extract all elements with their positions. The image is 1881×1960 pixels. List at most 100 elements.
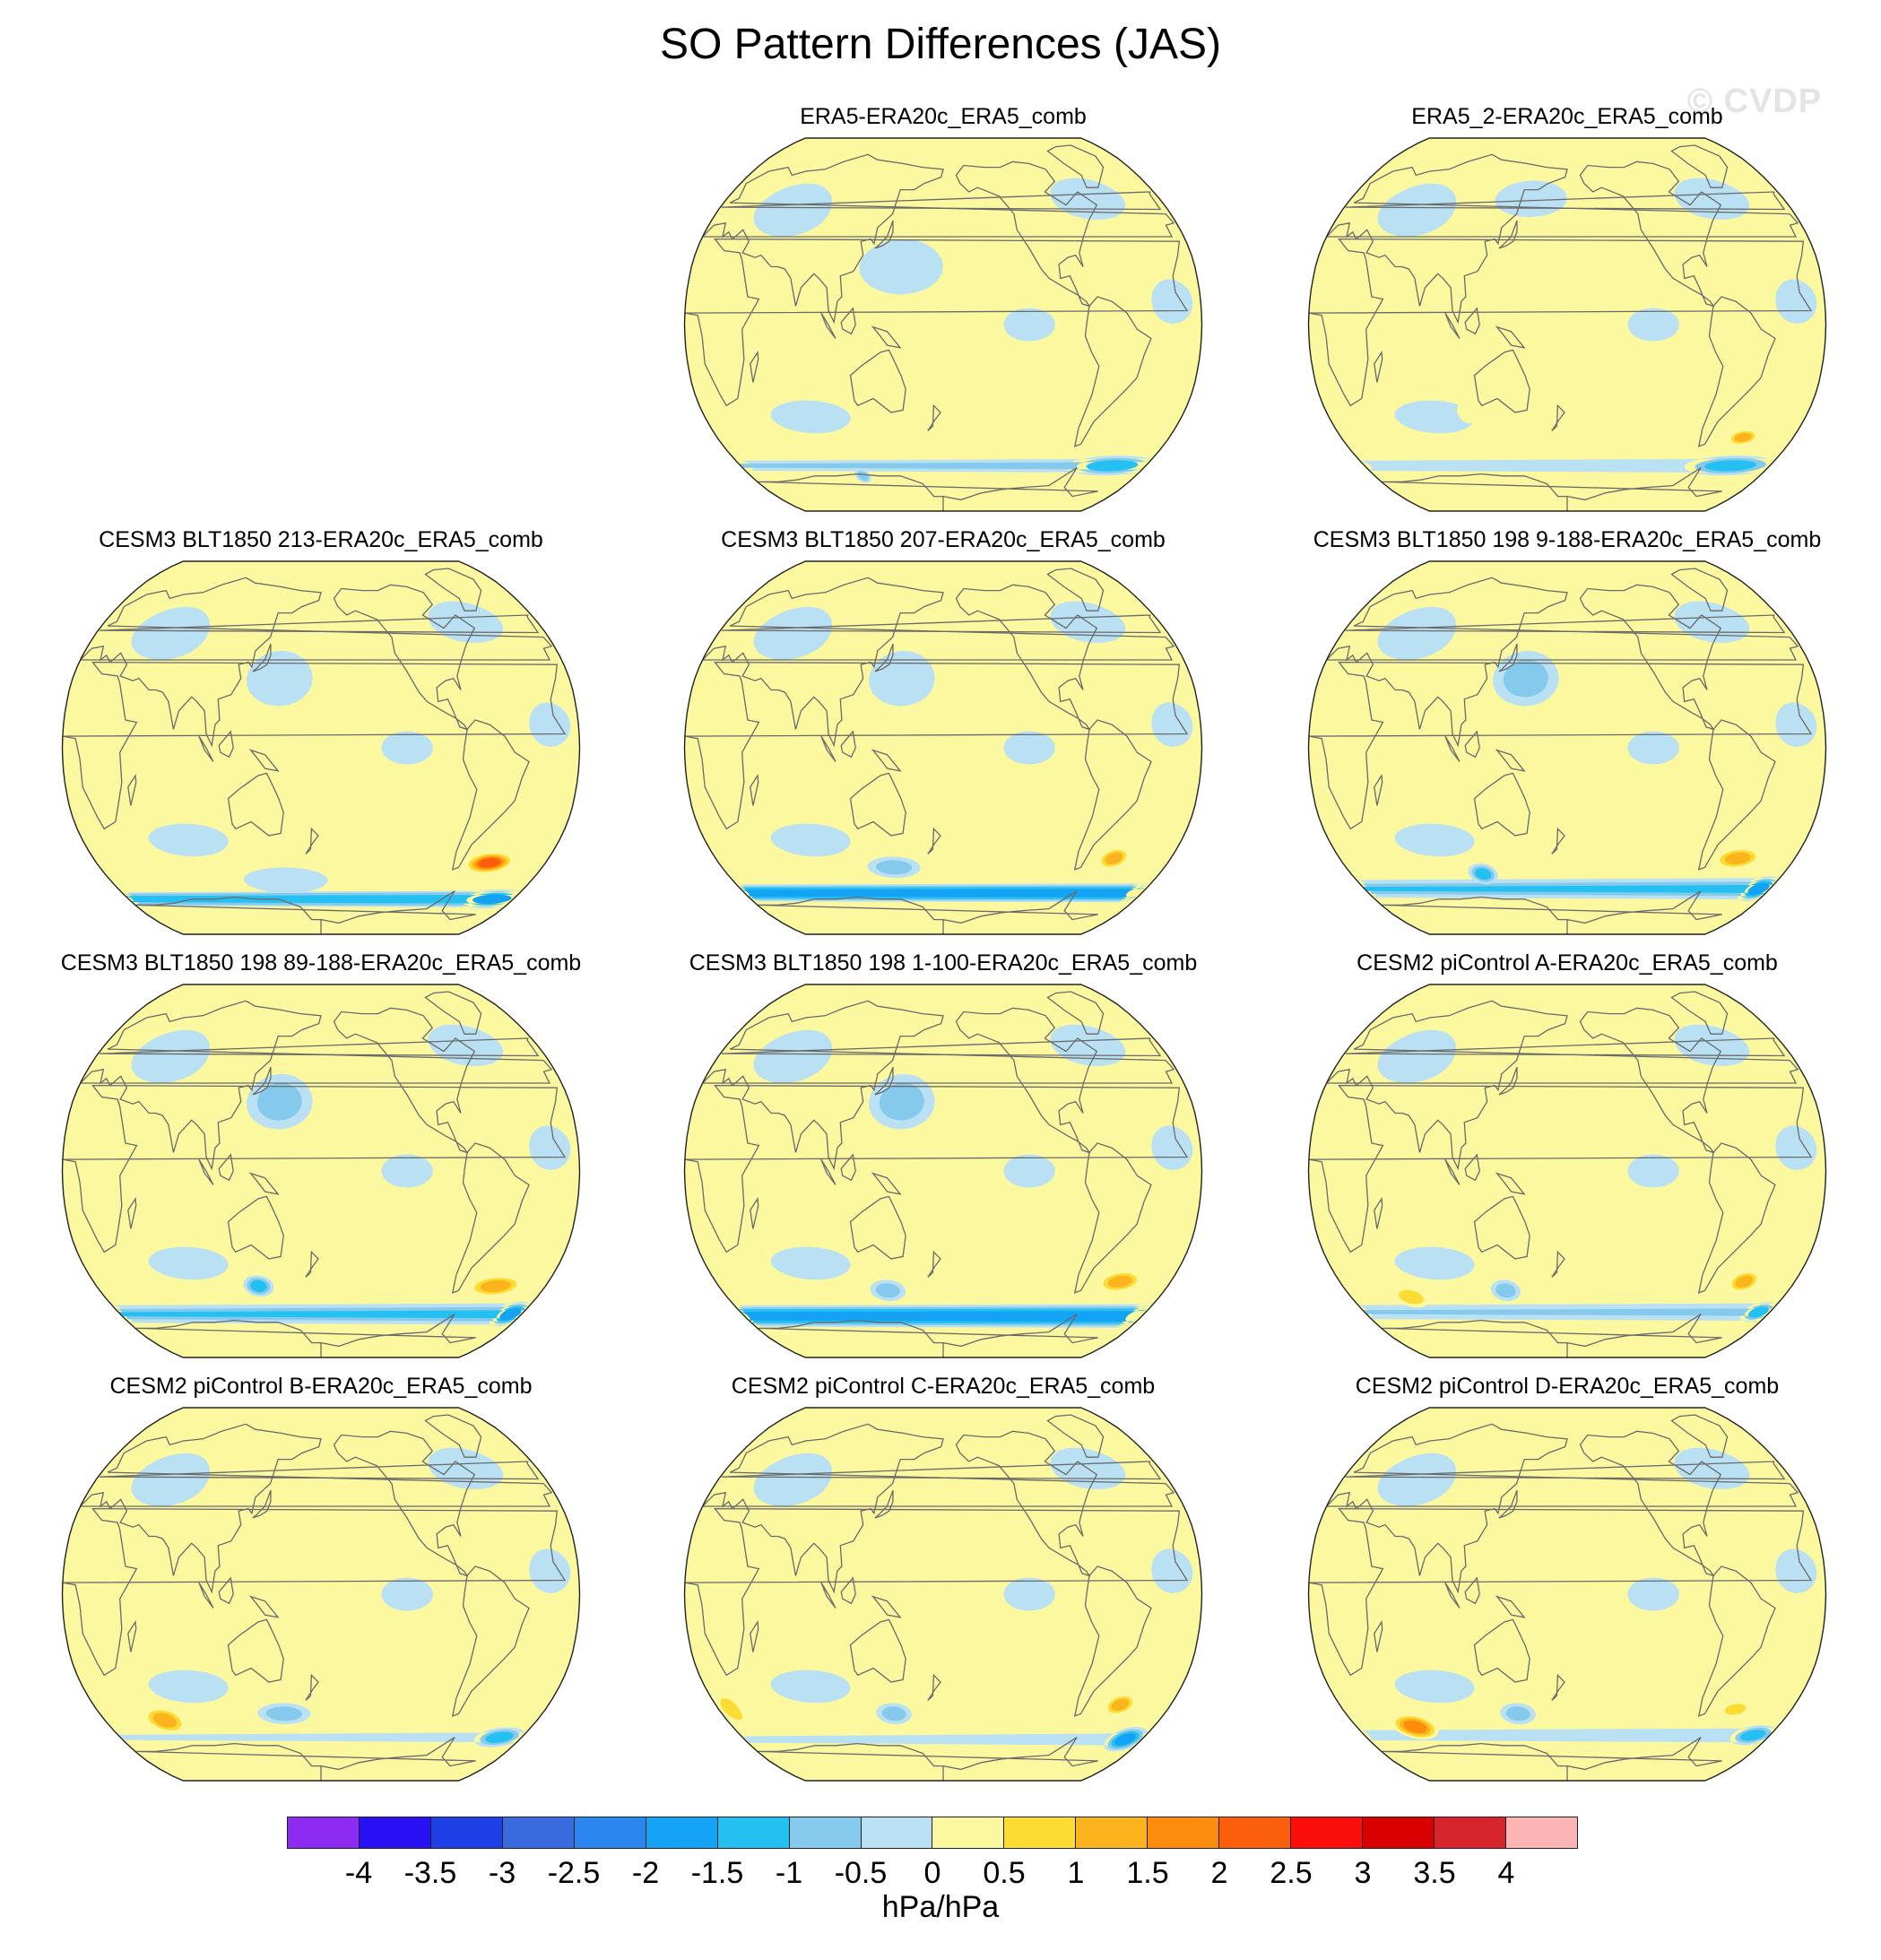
coastline [424,568,482,611]
panel-title: CESM3 BLT1850 213-ERA20c_ERA5_comb [99,527,543,552]
map-background [684,138,1202,511]
coastline [1325,1423,1799,1594]
coastline [1381,890,1722,934]
coastline [333,1007,476,1154]
coastline [1046,144,1105,188]
coastline [99,1037,540,1057]
coastline [1444,312,1461,339]
coastline [871,1595,902,1618]
contour-fill [1495,1283,1516,1298]
panel-title: ERA5-ERA20c_ERA5_comb [800,104,1087,129]
map-panel [1307,1407,1827,1782]
coastline [849,1195,906,1260]
contour-fill [868,650,935,707]
colorbar-box [1003,1817,1076,1849]
map-outline [61,984,581,1358]
coastline [1046,568,1105,611]
coastline [750,1620,759,1652]
contour-fill [753,183,833,237]
panel-title: CESM3 BLT1850 198 89-188-ERA20c_ERA5_com… [60,950,582,976]
contour-fill [1151,702,1193,747]
coastline [1551,1673,1565,1701]
coastline [198,1158,214,1185]
coastline [684,1507,1189,1677]
coastline [134,1737,476,1781]
colorbar-box [1075,1817,1148,1849]
coastline [1495,325,1526,349]
coastline [849,349,906,413]
colorbar-tick-label: 2.5 [1270,1856,1313,1890]
colorbar-tick-label: -2 [631,1856,660,1890]
map-outline [61,1407,581,1782]
coastline [840,307,856,335]
contour-fill [1475,868,1492,880]
coastline [79,1000,553,1171]
contour-fill [529,1548,571,1593]
map-panel [683,137,1203,512]
contour-fill [256,1082,302,1121]
coastline [99,1461,540,1480]
map-outline [61,560,581,935]
colorbar-box [716,1817,789,1849]
contour-fill [1377,183,1457,237]
coastline [333,584,476,731]
contour-fill [742,1727,1148,1752]
contour-fill [770,400,851,434]
panel-title: CESM2 piControl D-ERA20c_ERA5_comb [1355,1374,1780,1399]
contour-fill [1503,659,1548,698]
coastline [750,351,759,383]
map-background [62,984,580,1357]
coastline [721,1461,1162,1480]
coastline [1498,643,1518,672]
coastline [1444,735,1461,762]
coastline [1381,467,1722,511]
contour-fill [1097,429,1129,446]
coastline [1473,349,1530,413]
colorbar-box [573,1817,646,1849]
contour-fill [1735,1275,1754,1288]
contour-fill [879,1082,924,1121]
coastline [1670,1414,1729,1458]
colorbar-tick-label: 3 [1354,1856,1372,1890]
coastline [927,827,941,854]
contour-fill [1003,1577,1055,1611]
coastline [218,1576,234,1605]
coastline [218,730,234,759]
coastline [1325,577,1799,748]
coastline [1498,1066,1518,1096]
coastline [1464,307,1480,335]
coastline [820,735,836,762]
panel-title: CESM2 piControl A-ERA20c_ERA5_comb [1357,950,1778,976]
coastline [871,325,902,349]
coastline [1579,584,1722,731]
coastline [1444,1582,1461,1609]
contour-fill [152,1713,178,1728]
coastline [248,1172,280,1195]
contour-fill [1403,1720,1427,1734]
coastline [820,1582,836,1609]
map-outline [1307,137,1827,512]
contour-fill [1377,606,1457,660]
contour-fill [1151,1548,1193,1593]
map-panel [1307,984,1827,1358]
contour-fill [472,1694,511,1716]
contour-fill [1361,1725,1775,1746]
contour-fill [118,1727,525,1748]
coastline [451,719,530,871]
coastline [1374,1620,1383,1652]
coastline [684,1084,1189,1253]
coastline [701,1423,1175,1594]
contour-fill [1725,1704,1747,1715]
map-background [684,1408,1202,1781]
contour-fill [1457,401,1478,424]
colorbar-tick-label: -3 [488,1856,516,1890]
contour-fill [876,860,913,875]
map-background [684,561,1202,934]
contour-fill [1114,1733,1137,1746]
coastline [757,467,1098,511]
map-outline [1307,1407,1827,1782]
contour-fill [1775,702,1817,747]
panel-title: CESM2 piControl C-ERA20c_ERA5_comb [731,1374,1156,1399]
coastline [1473,772,1530,837]
contour-fill [131,606,211,660]
